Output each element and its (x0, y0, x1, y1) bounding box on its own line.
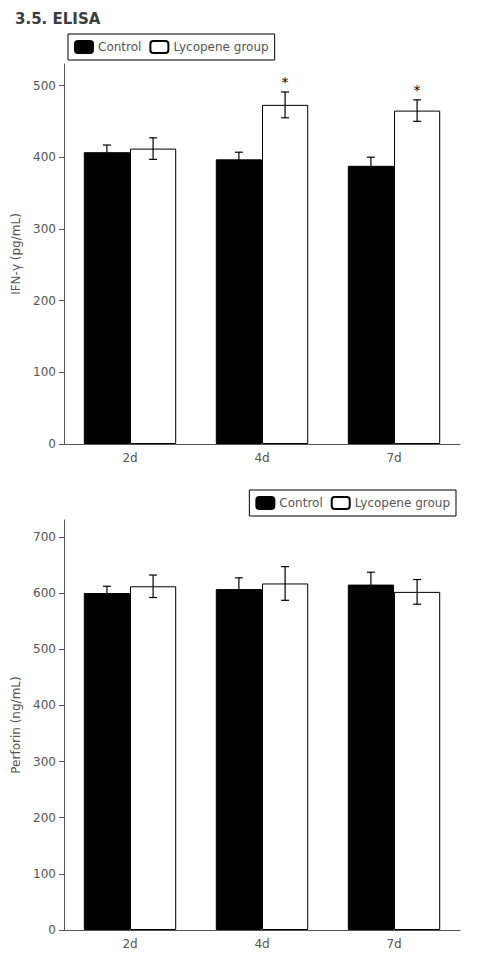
svg-text:7d: 7d (386, 937, 401, 951)
svg-text:Lycopene group: Lycopene group (355, 496, 450, 510)
svg-text:500: 500 (33, 642, 56, 656)
svg-text:700: 700 (33, 530, 56, 544)
svg-text:100: 100 (33, 365, 56, 379)
svg-text:0: 0 (48, 923, 56, 937)
svg-text:400: 400 (33, 698, 56, 712)
svg-text:100: 100 (33, 867, 56, 881)
svg-text:2d: 2d (122, 451, 137, 465)
svg-text:Control: Control (279, 496, 322, 510)
svg-text:*: * (282, 74, 289, 90)
svg-text:200: 200 (33, 811, 56, 825)
svg-text:300: 300 (33, 222, 56, 236)
svg-text:4d: 4d (254, 451, 269, 465)
svg-text:Lycopene group: Lycopene group (173, 40, 268, 54)
svg-text:400: 400 (33, 150, 56, 164)
svg-text:500: 500 (33, 79, 56, 93)
svg-text:3.5. ELISA: 3.5. ELISA (15, 10, 101, 28)
svg-text:IFN-γ (pg/mL): IFN-γ (pg/mL) (9, 213, 23, 295)
svg-text:4d: 4d (254, 937, 269, 951)
svg-text:0: 0 (48, 437, 56, 451)
svg-text:7d: 7d (386, 451, 401, 465)
svg-text:*: * (414, 82, 421, 98)
svg-text:600: 600 (33, 586, 56, 600)
svg-text:300: 300 (33, 755, 56, 769)
svg-text:Control: Control (98, 40, 141, 54)
svg-text:2d: 2d (122, 937, 137, 951)
svg-text:200: 200 (33, 294, 56, 308)
svg-text:Perforin (ng/mL): Perforin (ng/mL) (9, 676, 23, 773)
